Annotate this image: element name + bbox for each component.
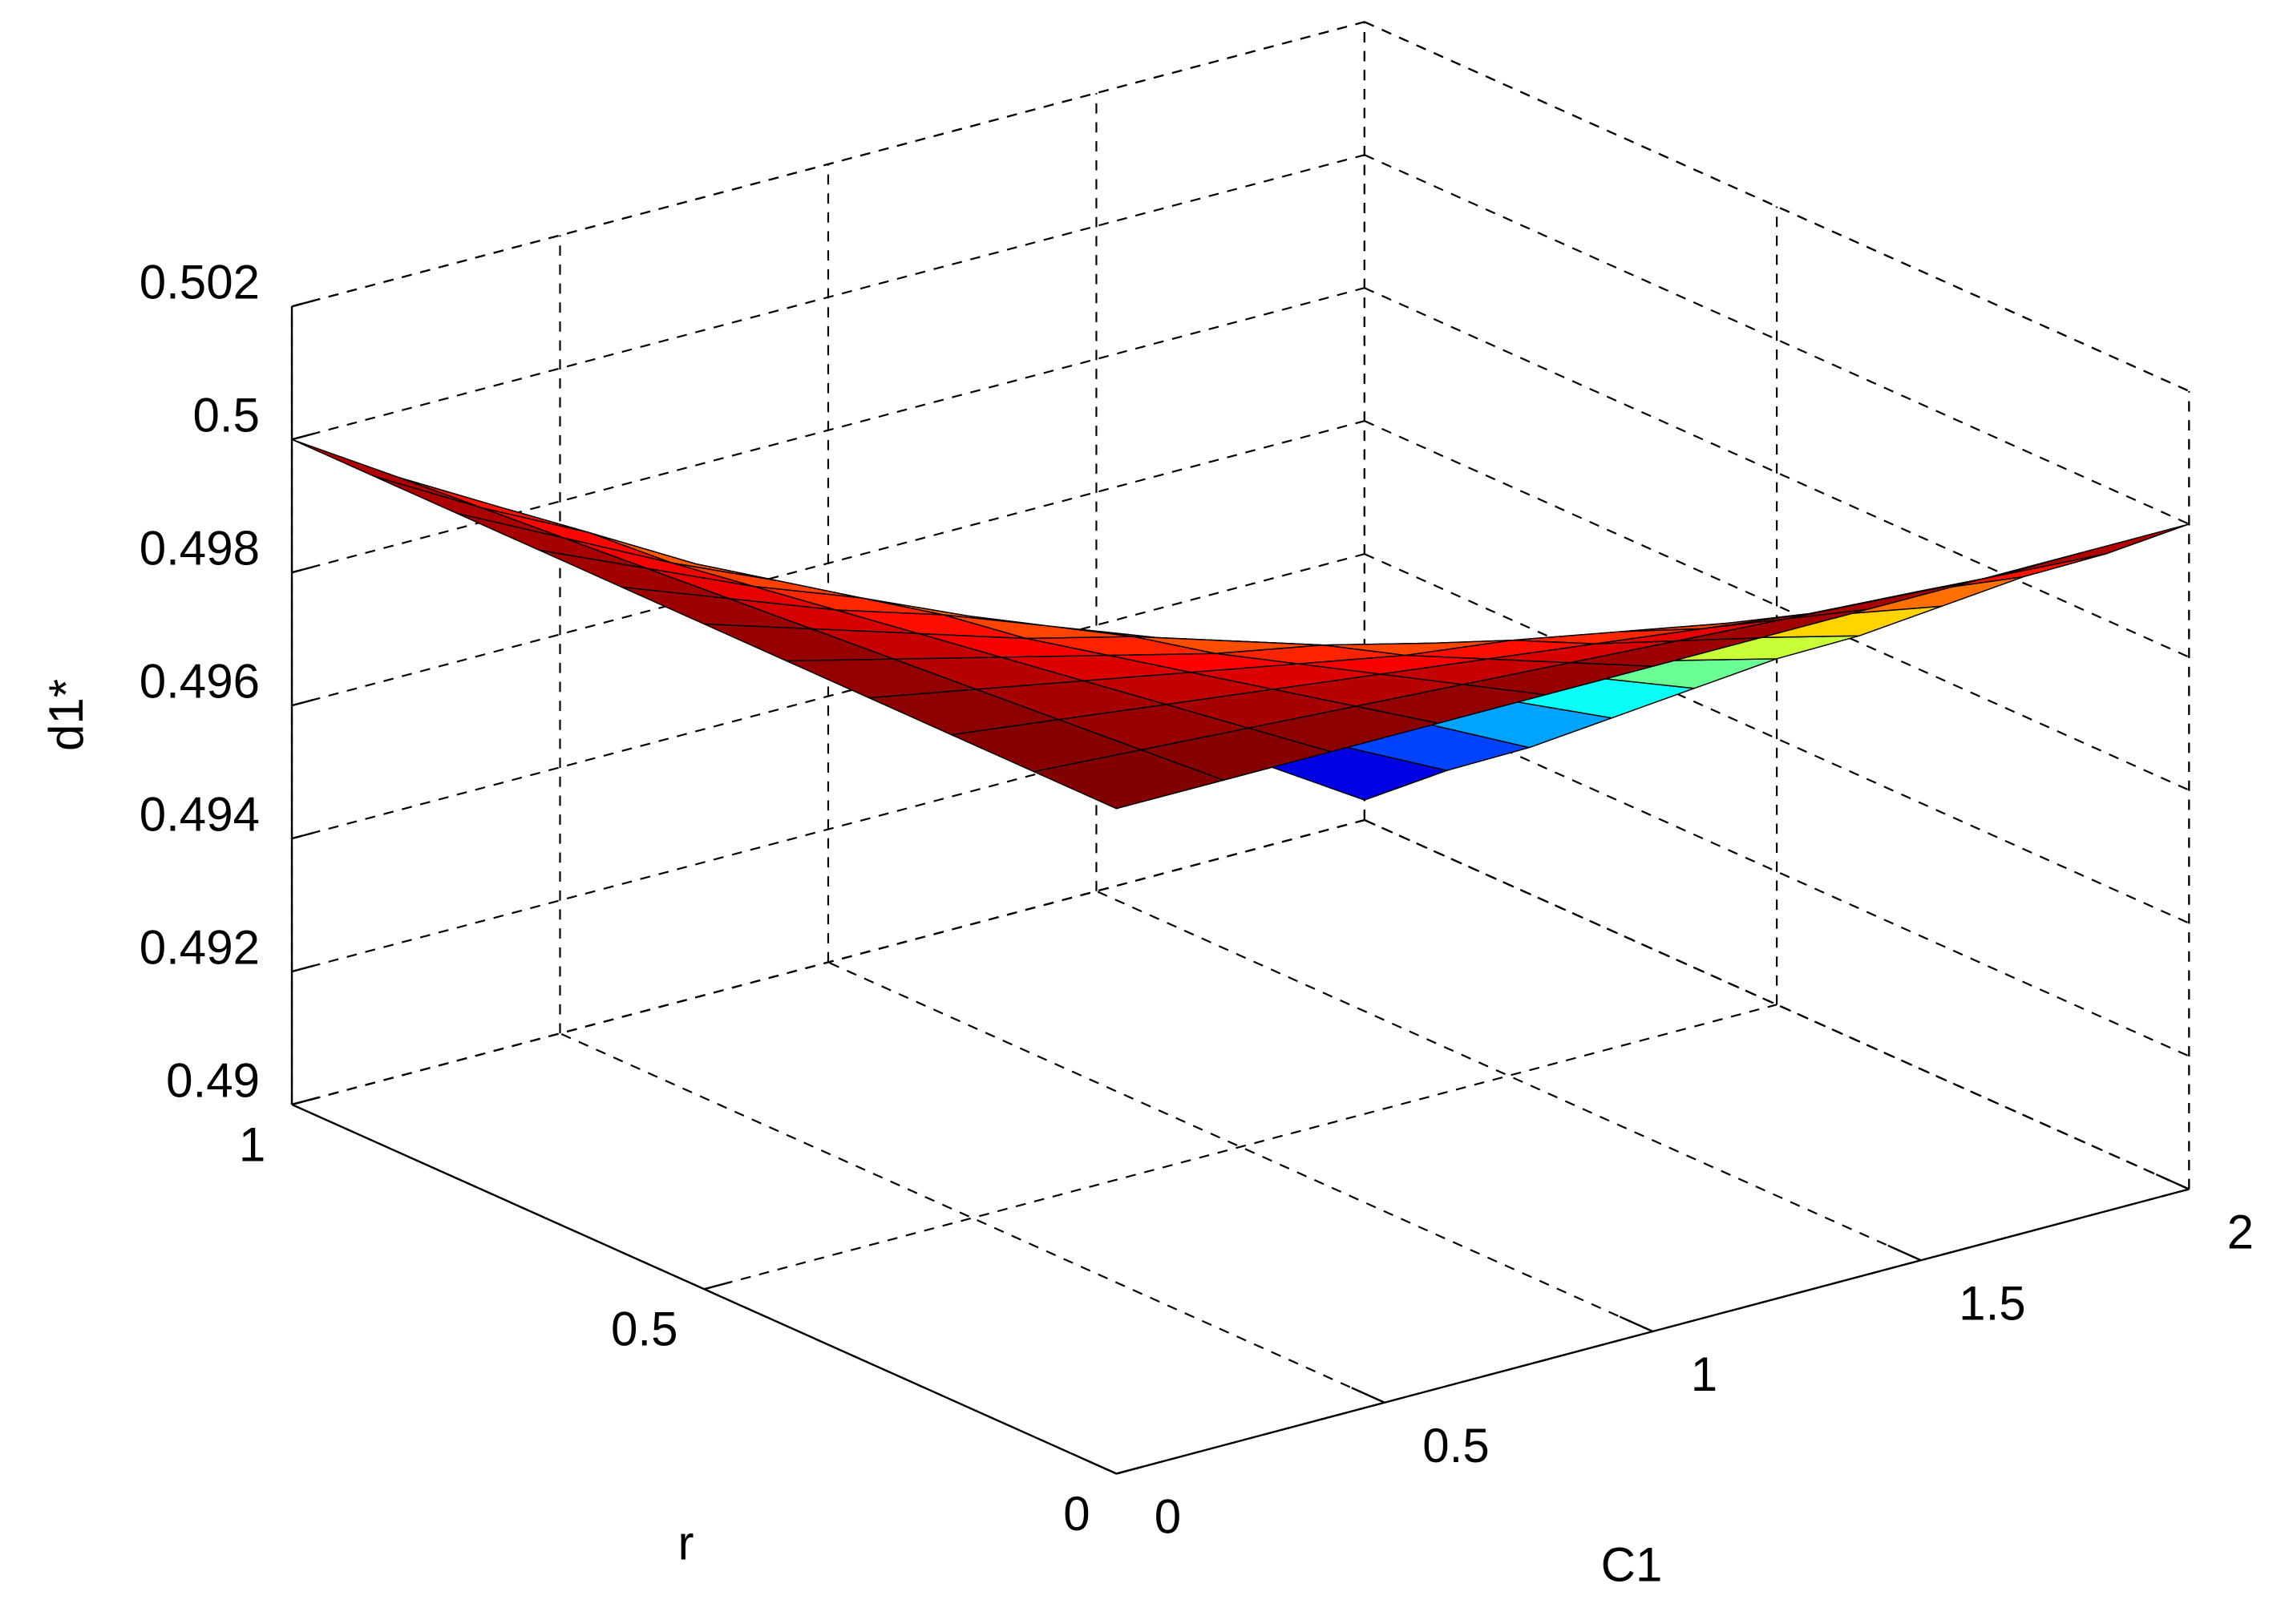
z-tick bbox=[291, 964, 314, 973]
x-tick bbox=[1887, 1244, 1922, 1262]
x-tick-label: 1.5 bbox=[1959, 1276, 2025, 1330]
x-tick bbox=[1619, 1315, 1653, 1333]
z-tick-label: 0.498 bbox=[140, 522, 260, 576]
grid-line bbox=[291, 818, 1365, 1106]
surface bbox=[291, 438, 2190, 810]
y-tick-label: 0.5 bbox=[611, 1303, 677, 1356]
z-tick-label: 0.494 bbox=[140, 787, 260, 841]
z-tick bbox=[291, 565, 314, 574]
x-tick bbox=[2155, 1174, 2190, 1190]
y-tick bbox=[703, 1281, 732, 1291]
z-tick-label: 0.5 bbox=[193, 389, 260, 442]
labels: d1* r C1 0.490.4920.4940.4960.4980.50.50… bbox=[39, 256, 2254, 1592]
z-tick-label: 0.496 bbox=[140, 655, 260, 709]
z-tick bbox=[291, 698, 314, 707]
x-tick-label: 0 bbox=[1155, 1490, 1181, 1544]
z-tick-label: 0.49 bbox=[166, 1053, 260, 1107]
y-axis-label: r bbox=[678, 1516, 694, 1569]
x-tick bbox=[1082, 1457, 1117, 1475]
z-tick bbox=[291, 831, 314, 840]
y-tick bbox=[291, 1096, 319, 1106]
x-tick-label: 1 bbox=[1691, 1347, 1717, 1401]
z-tick bbox=[291, 300, 314, 308]
x-axis-label: C1 bbox=[1601, 1538, 1663, 1592]
x-tick bbox=[1351, 1387, 1385, 1404]
z-tick-label: 0.492 bbox=[140, 920, 260, 974]
y-tick bbox=[1116, 1465, 1144, 1475]
surface-cell bbox=[1033, 749, 1224, 810]
x-tick-label: 0.5 bbox=[1422, 1419, 1489, 1473]
x-tick-label: 2 bbox=[2227, 1206, 2254, 1259]
z-tick bbox=[291, 432, 314, 441]
y-tick-label: 1 bbox=[239, 1117, 265, 1171]
z-tick-label: 0.502 bbox=[140, 256, 260, 309]
y-tick-label: 0 bbox=[1063, 1487, 1090, 1541]
z-axis-label: d1* bbox=[39, 679, 93, 751]
grid-line bbox=[703, 1004, 1777, 1291]
